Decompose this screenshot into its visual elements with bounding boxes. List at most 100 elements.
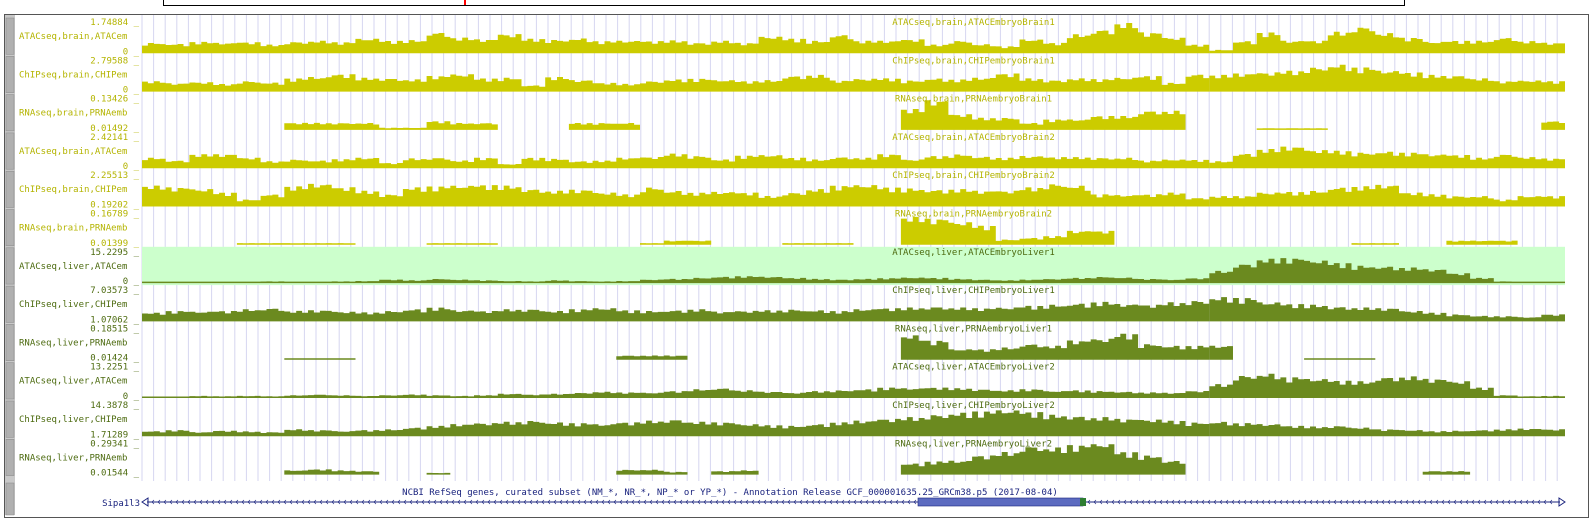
track-handle[interactable] [5,482,15,516]
strand-arrow [283,499,287,505]
track-handle[interactable] [5,17,15,55]
track-label[interactable]: ATACseq,liver,ATACem [19,377,127,387]
track-handle[interactable] [5,209,15,247]
strand-arrow [1339,499,1343,505]
track-label[interactable]: ChIPseq,brain,CHIPem [19,185,127,195]
strand-arrow [739,499,743,505]
track-t5[interactable]: RNAseq,brain,PRNAembryoBrain2 RNAseq,brai… [5,209,1518,249]
strand-arrow [151,499,155,505]
track-t9[interactable]: ATACseq,liver,ATACEmbryoLiver2 ATACseq,li… [5,362,1565,402]
signal-bars [142,297,1565,322]
track-title: RNAseq,brain,PRNAembryoBrain2 [895,210,1052,220]
strand-arrow [421,499,425,505]
strand-arrow [1111,499,1115,505]
track-t7[interactable]: ChIPseq,liver,CHIPembryoLiver1 ChIPseq,li… [5,285,1565,325]
track-t10[interactable]: ChIPseq,liver,CHIPembryoLiver2 ChIPseq,li… [5,400,1565,440]
track-handle[interactable] [5,132,15,170]
strand-arrow [637,499,641,505]
track-max-value: 0.13426 _ [90,95,139,105]
track-min-value: 0.19202 _ [90,201,139,211]
strand-arrow [1315,499,1319,505]
gene-exon-block[interactable] [917,497,1084,507]
strand-arrow [775,499,779,505]
track-min-value: 0 _ [123,392,140,402]
strand-arrow [1381,499,1385,505]
strand-arrow [901,499,905,505]
track-label[interactable]: ChIPseq,liver,CHIPem [19,300,127,310]
gene-start-arrow[interactable] [141,497,149,507]
track-handle[interactable] [5,56,15,93]
strand-arrow [331,499,335,505]
strand-arrow [781,499,785,505]
strand-arrow [481,499,485,505]
track-min-value: 0 _ [123,47,140,57]
track-t2[interactable]: RNAseq,brain,PRNAembryoBrain1 RNAseq,brai… [5,94,1565,134]
track-t6[interactable]: ATACseq,liver,ATACEmbryoLiver1 ATACseq,li… [5,246,1565,287]
track-t4[interactable]: ChIPseq,brain,CHIPembryoBrain2 ChIPseq,br… [5,170,1565,211]
track-handle[interactable] [5,362,15,400]
strand-arrow [301,499,305,505]
track-label[interactable]: ATACseq,brain,ATACem [19,32,127,42]
track-label[interactable]: RNAseq,brain,PRNAemb [19,109,127,119]
strand-arrow [1153,499,1157,505]
strand-arrow [715,499,719,505]
strand-arrow [685,499,689,505]
track-label[interactable]: RNAseq,brain,PRNAemb [19,224,127,234]
track-min-value: 0.01424 _ [90,354,139,364]
strand-arrow [1249,499,1253,505]
strand-arrow [463,499,467,505]
strand-arrow [433,499,437,505]
strand-arrow [655,499,659,505]
strand-arrow [1225,499,1229,505]
track-handle[interactable] [5,94,15,132]
track-t8[interactable]: RNAseq,liver,PRNAembryoLiver1 RNAseq,live… [5,324,1376,364]
strand-arrow [805,499,809,505]
strand-arrow [1087,499,1091,505]
strand-arrow [913,499,917,505]
strand-arrow [865,499,869,505]
current-position-marker [464,0,466,5]
strand-arrow [1129,499,1133,505]
track-handle[interactable] [5,170,15,208]
track-label[interactable]: ChIPseq,brain,CHIPem [19,70,127,80]
track-label[interactable]: ChIPseq,liver,CHIPem [19,415,127,425]
track-min-value: 0 _ [123,277,140,287]
track-t1[interactable]: ChIPseq,brain,CHIPembryoBrain1 ChIPseq,br… [5,56,1565,96]
browser-track-panel: ATACseq,brain,ATACEmbryoBrain1 ATACseq,br… [4,14,1589,518]
track-title: RNAseq,liver,PRNAembryoLiver1 [895,324,1052,334]
gene-track[interactable]: NCBI RefSeq genes, curated subset (NM_*,… [5,482,1566,516]
track-t0[interactable]: ATACseq,brain,ATACEmbryoBrain1 ATACseq,br… [5,17,1565,57]
strand-arrow [1303,499,1307,505]
track-t11[interactable]: RNAseq,liver,PRNAembryoLiver2 RNAseq,live… [5,439,1471,479]
track-label[interactable]: ATACseq,liver,ATACem [19,262,127,272]
strand-arrow [325,499,329,505]
strand-arrow [673,499,677,505]
gene-name-label[interactable]: Sipa1l3 [102,499,140,509]
strand-arrow [1147,499,1151,505]
strand-arrow [193,499,197,505]
strand-arrow [457,499,461,505]
strand-arrow [265,499,269,505]
track-t3[interactable]: ATACseq,brain,ATACEmbryoBrain2 ATACseq,br… [5,132,1565,172]
track-title: ATACseq,brain,ATACEmbryoBrain1 [892,18,1055,28]
gene-end-arrow[interactable] [1558,497,1566,507]
strand-arrow [1231,499,1235,505]
strand-arrow [811,499,815,505]
strand-arrow [1243,499,1247,505]
strand-arrow [499,499,503,505]
track-handle[interactable] [5,400,15,438]
track-handle[interactable] [5,285,15,323]
track-handle[interactable] [5,439,15,476]
track-label[interactable]: RNAseq,liver,PRNAemb [19,338,127,348]
track-label[interactable]: RNAseq,liver,PRNAemb [19,453,127,463]
track-handle[interactable] [5,324,15,361]
signal-bars [142,258,1565,284]
strand-arrow [277,499,281,505]
strand-arrow [373,499,377,505]
track-label[interactable]: ATACseq,brain,ATACem [19,147,127,157]
strand-arrow [733,499,737,505]
track-handle[interactable] [5,247,15,285]
strand-arrow [613,499,617,505]
track-min-value: 0 _ [123,162,140,172]
strand-arrow [1405,499,1409,505]
